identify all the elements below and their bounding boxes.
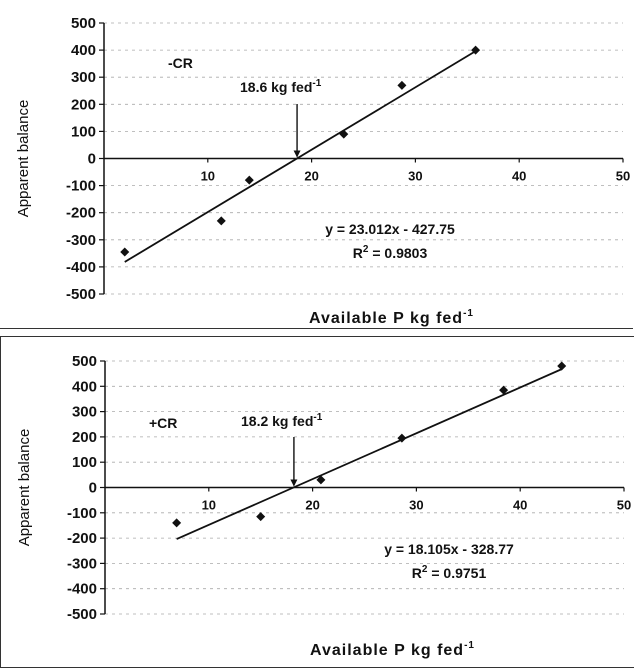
- data-point: [397, 433, 407, 443]
- data-point: [216, 216, 226, 226]
- x-axis-label: Available P kg fed-1: [310, 640, 475, 659]
- data-point: [557, 361, 567, 371]
- y-tick-label: 500: [72, 353, 97, 370]
- y-tick-label: -300: [67, 555, 97, 572]
- trendline: [124, 50, 477, 263]
- y-tick-label: 0: [88, 151, 96, 168]
- x-tick-label: 30: [409, 498, 423, 513]
- data-point: [499, 385, 509, 395]
- y-tick-label: 0: [89, 480, 97, 497]
- y-tick-label: 300: [72, 404, 97, 421]
- y-tick-label: -300: [66, 232, 96, 249]
- y-tick-label: -500: [67, 606, 97, 623]
- y-tick-label: 100: [71, 123, 96, 140]
- y-axis-label: Apparent balance: [16, 429, 33, 547]
- y-tick-label: 100: [72, 454, 97, 471]
- trendline: [176, 368, 563, 540]
- data-point: [172, 518, 182, 528]
- data-point: [256, 512, 266, 522]
- r-squared: R2 = 0.9751: [412, 564, 487, 581]
- intercept-arrowhead: [290, 479, 298, 487]
- x-tick-label: 20: [304, 169, 318, 184]
- trend-equation: y = 18.105x - 328.77: [384, 541, 514, 557]
- chart-panel-minus-cr: 500 400 300 200 100 0 -100 -200 -300 -400 -500 10 20…: [0, 0, 633, 329]
- data-point: [244, 175, 254, 185]
- chart-minus-cr: 500 400 300 200 100 0 -100 -200 -300 -400 -500 10 20…: [15, 15, 630, 327]
- x-tick-label: 50: [617, 498, 631, 513]
- y-tick-label: -200: [67, 530, 97, 547]
- chart-panel-plus-cr: 500 400 300 200 100 0 -100 -200 -300 -400 -500 10 20…: [0, 336, 634, 668]
- x-tick-label: 10: [202, 498, 216, 513]
- x-tick-label: 50: [616, 169, 630, 184]
- intercept-annotation: 18.6 kg fed-1: [240, 78, 322, 95]
- x-tick-label: 10: [201, 169, 215, 184]
- intercept-arrowhead: [293, 150, 301, 158]
- panel-label: +CR: [149, 415, 177, 431]
- data-point: [316, 475, 326, 485]
- panel-label: -CR: [168, 55, 193, 71]
- y-tick-label: 300: [71, 69, 96, 86]
- intercept-annotation: 18.2 kg fed-1: [241, 412, 323, 429]
- y-tick-label: 200: [72, 429, 97, 446]
- y-tick-label: 400: [72, 378, 97, 395]
- data-point: [397, 80, 407, 90]
- x-axis-label: Available P kg fed-1: [309, 308, 474, 327]
- data-point: [471, 45, 481, 55]
- data-point: [120, 247, 130, 257]
- x-tick-label: 40: [512, 169, 526, 184]
- y-tick-label: 400: [71, 42, 96, 59]
- y-tick-label: 500: [71, 15, 96, 32]
- y-tick-label: -400: [67, 581, 97, 598]
- chart-plus-cr: 500 400 300 200 100 0 -100 -200 -300 -400 -500 10 20…: [16, 353, 631, 659]
- y-tick-label: -100: [66, 178, 96, 195]
- y-axis-label: Apparent balance: [15, 100, 32, 218]
- trend-equation: y = 23.012x - 427.75: [325, 221, 455, 237]
- data-point: [339, 129, 349, 139]
- x-tick-label: 30: [408, 169, 422, 184]
- x-tick-label: 20: [305, 498, 319, 513]
- y-tick-label: -500: [66, 286, 96, 303]
- y-tick-label: -100: [67, 505, 97, 522]
- y-tick-label: -400: [66, 259, 96, 276]
- y-tick-label: -200: [66, 205, 96, 222]
- x-tick-label: 40: [513, 498, 527, 513]
- y-tick-label: 200: [71, 96, 96, 113]
- r-squared: R2 = 0.9803: [353, 244, 428, 261]
